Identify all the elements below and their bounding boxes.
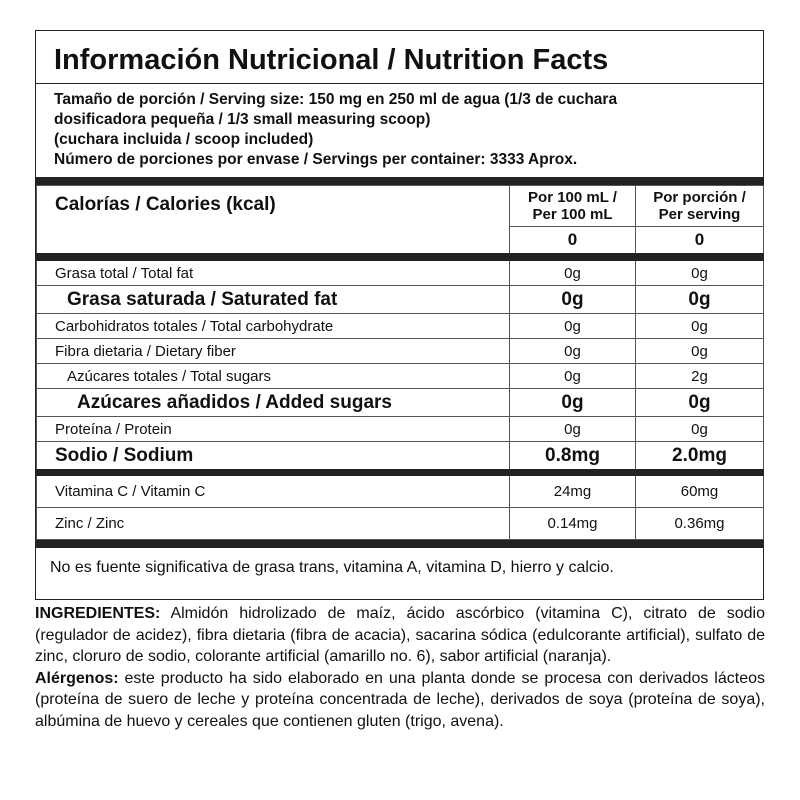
column-header: Por porción / Per serving [635,185,764,227]
serving-line: dosificadora pequeña / 1/3 small measuri… [54,111,431,128]
nutrient-value: 2g [635,363,764,389]
nutrient-name: Sodio / Sodium [36,441,510,473]
nutrient-value: 0.14mg [509,507,636,540]
title: Información Nutricional / Nutrition Fact… [36,31,763,84]
serving-line: (cuchara incluida / scoop included) [54,131,314,148]
serving-line: Tamaño de porción / Serving size: 150 mg… [54,91,618,108]
nutrient-value: 0.8mg [509,441,636,473]
nutrient-value: 0g [635,416,764,442]
nutrient-value: 0g [635,338,764,364]
nutrient-name: Azúcares añadidos / Added sugars [36,388,510,417]
nutrient-name: Azúcares totales / Total sugars [36,363,510,389]
nutrient-row: Proteína / Protein 0g 0g [36,416,764,442]
nutrient-value: 0g [635,313,764,339]
nutrient-value: 0g [635,285,764,314]
ingredients-text: INGREDIENTES: Almidón hidrolizado de maí… [35,603,765,668]
nutrient-value: 2.0mg [635,441,764,473]
nutrient-name: Carbohidratos totales / Total carbohydra… [36,313,510,339]
nutrient-value: 0g [509,338,636,364]
label: Información Nutricional / Nutrition Fact… [35,30,764,600]
header-line: Por porción / [653,189,746,206]
nutrient-value: 0g [635,388,764,417]
nutrient-value: 0g [509,313,636,339]
nutrient-value: 60mg [635,469,764,508]
note: No es fuente significativa de grasa tran… [36,540,763,589]
serving-line: Número de porciones por envase / Serving… [54,151,578,168]
nutrient-name: Proteína / Protein [36,416,510,442]
nutrient-name: Zinc / Zinc [36,507,510,540]
nutrient-value: 24mg [509,469,636,508]
nutrient-value: 0g [509,388,636,417]
nutrient-value: 0g [509,253,636,286]
nutrient-row: Sodio / Sodium 0.8mg 2.0mg [36,441,764,473]
nutrient-name: Vitamina C / Vitamin C [36,469,510,508]
header-line: Por 100 mL / [528,189,617,206]
allergens-label: Alérgenos: [35,669,119,687]
allergens-body: este producto ha sido elaborado en una p… [35,669,765,730]
nutrient-value: 0g [635,253,764,286]
calories-value: 0 [635,226,764,258]
nutrient-row: Vitamina C / Vitamin C 24mg 60mg [36,469,764,508]
nutrient-row: Grasa total / Total fat 0g 0g [36,253,764,286]
ingredients: INGREDIENTES: Almidón hidrolizado de maí… [35,603,765,732]
ingredients-label: INGREDIENTES: [35,605,161,622]
calories-value: 0 [509,226,636,258]
nutrient-name: Grasa total / Total fat [36,253,510,286]
nutrient-row: Azúcares totales / Total sugars 0g 2g [36,363,764,389]
column-header: Por 100 mL / Per 100 mL [509,185,636,227]
nutrient-table: Calorías / Calories (kcal) Por 100 mL / P… [36,185,764,540]
nutrient-row: Fibra dietaria / Dietary fiber 0g 0g [36,338,764,364]
nutrient-row: Carbohidratos totales / Total carbohydra… [36,313,764,339]
ingredients-body: Almidón hidrolizado de maíz, ácido ascór… [35,605,765,665]
header-line: Per 100 mL [532,206,613,223]
header-line: Per serving [658,206,741,223]
nutrient-row: Grasa saturada / Saturated fat 0g 0g [36,285,764,314]
allergens-text: Alérgenos: este producto ha sido elabora… [35,668,765,733]
nutrient-value: 0g [509,363,636,389]
nutrient-name: Fibra dietaria / Dietary fiber [36,338,510,364]
nutrient-value: 0g [509,285,636,314]
nutrient-value: 0.36mg [635,507,764,540]
serving: Tamaño de porción / Serving size: 150 mg… [36,84,763,177]
nutrient-row: Azúcares añadidos / Added sugars 0g 0g [36,388,764,417]
nutrient-row: Zinc / Zinc 0.14mg 0.36mg [36,507,764,540]
nutrient-name: Grasa saturada / Saturated fat [36,285,510,314]
divider [36,177,763,185]
rows: Grasa total / Total fat 0g 0g Grasa saturad… [36,253,764,540]
nutrient-value: 0g [509,416,636,442]
calories-label: Calorías / Calories (kcal) [36,185,510,258]
